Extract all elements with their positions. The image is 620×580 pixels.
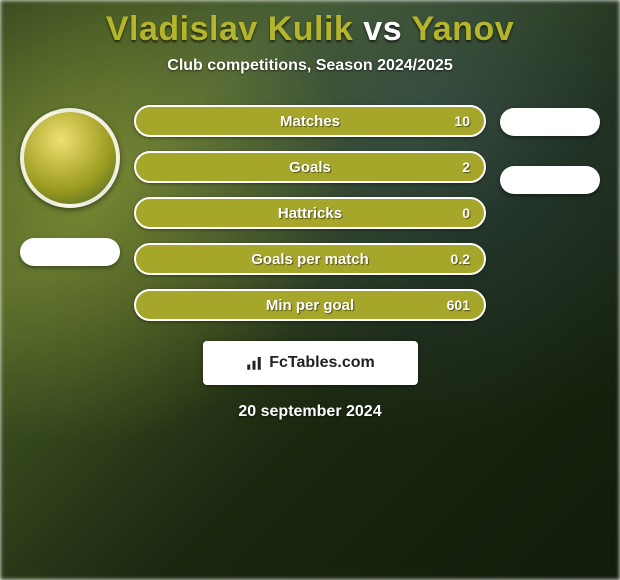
player2-pill-2 (500, 166, 600, 194)
title-player1: Vladislav Kulik (106, 10, 354, 48)
page-title: Vladislav Kulik vs Yanov (0, 10, 620, 49)
stats-bars: Matches 10 Goals 2 Hattricks 0 Goals per… (130, 105, 490, 321)
stat-row-matches: Matches 10 (134, 105, 486, 137)
brand-box[interactable]: FcTables.com (203, 341, 418, 385)
stat-label: Matches (280, 113, 340, 130)
left-column (10, 105, 130, 321)
stat-row-goals: Goals 2 (134, 151, 486, 183)
stat-row-min-per-goal: Min per goal 601 (134, 289, 486, 321)
stat-label: Min per goal (266, 297, 354, 314)
subtitle: Club competitions, Season 2024/2025 (0, 57, 620, 75)
footer-date: 20 september 2024 (0, 403, 620, 421)
stat-value: 2 (462, 159, 470, 175)
stat-value: 0.2 (451, 251, 470, 267)
stat-value: 0 (462, 205, 470, 221)
stat-value: 10 (454, 113, 470, 129)
stat-label: Goals (289, 159, 331, 176)
stat-row-hattricks: Hattricks 0 (134, 197, 486, 229)
body-row: Matches 10 Goals 2 Hattricks 0 Goals per… (0, 105, 620, 321)
right-column (490, 105, 610, 321)
title-vs: vs (363, 10, 402, 48)
stat-label: Hattricks (278, 205, 342, 222)
player1-name-pill (20, 238, 120, 266)
stat-label: Goals per match (251, 251, 369, 268)
stat-row-goals-per-match: Goals per match 0.2 (134, 243, 486, 275)
brand-text: FcTables.com (269, 354, 375, 372)
player2-pill-1 (500, 108, 600, 136)
content-wrapper: Vladislav Kulik vs Yanov Club competitio… (0, 0, 620, 580)
title-player2: Yanov (411, 10, 514, 48)
player1-avatar (20, 108, 120, 208)
bar-chart-icon (245, 354, 263, 372)
stat-value: 601 (447, 297, 470, 313)
